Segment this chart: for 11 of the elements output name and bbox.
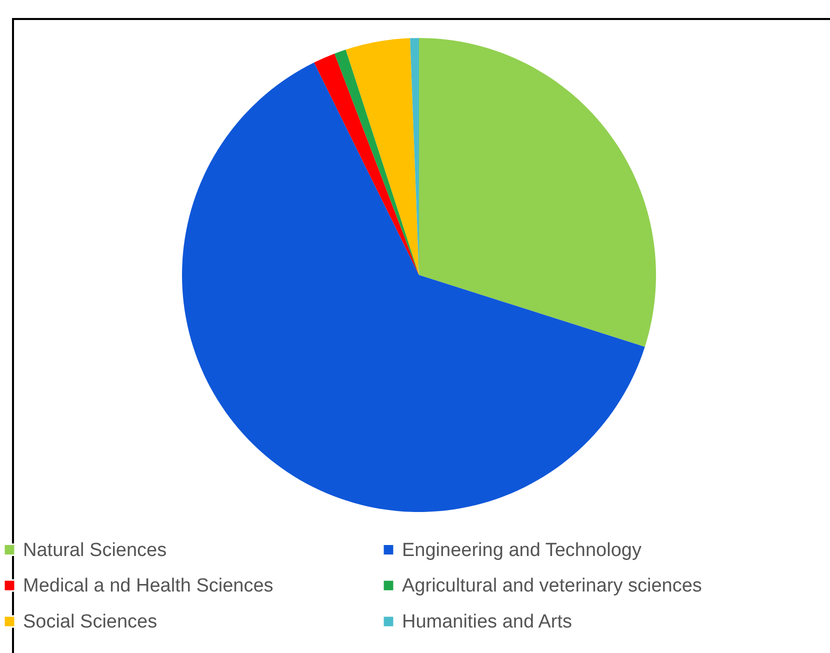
pie-slice: [314, 54, 419, 275]
legend-label: Engineering and Technology: [402, 540, 642, 561]
legend-label: Medical a nd Health Sciences: [23, 576, 274, 596]
legend-label: Natural Sciences: [23, 540, 167, 561]
legend-label: Social Sciences: [23, 612, 158, 632]
pie-slice: [346, 38, 419, 275]
pie-slice: [419, 38, 656, 347]
legend-label: Agricultural and veterinary sciences: [402, 576, 702, 596]
pie-slice: [182, 62, 645, 512]
legend-label: Humanities and Arts: [402, 612, 572, 632]
pie-slice: [334, 50, 419, 275]
